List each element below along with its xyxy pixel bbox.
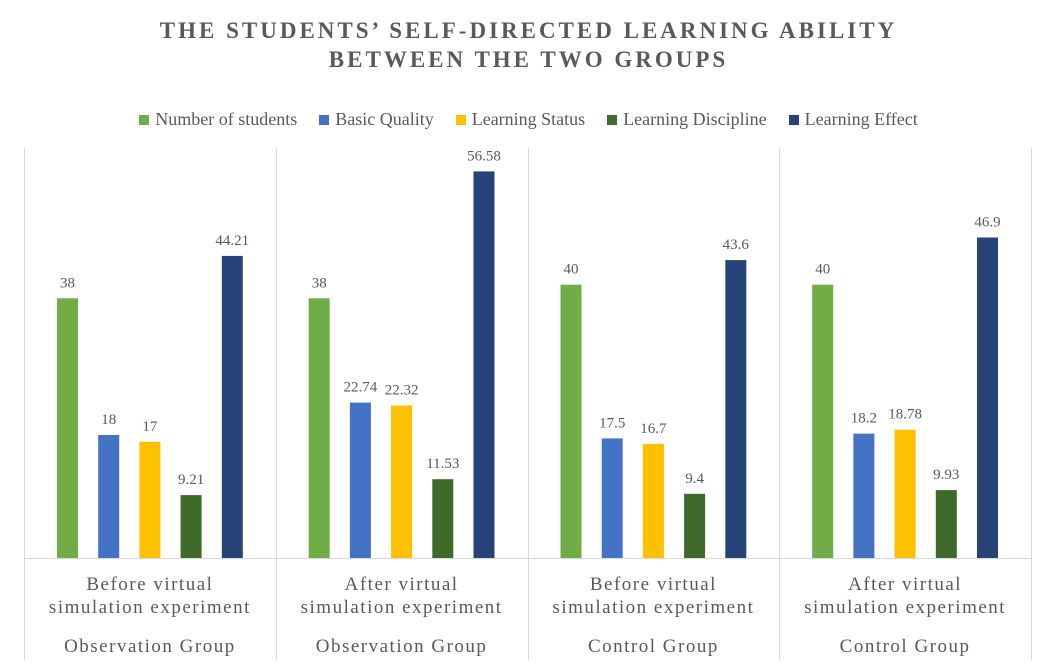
legend-swatch	[319, 114, 330, 125]
legend-swatch	[607, 114, 618, 125]
data-label: 17.5	[599, 415, 625, 431]
legend-label: Basic Quality	[335, 109, 434, 129]
legend-item: Basic Quality	[319, 109, 434, 130]
legend-label: Learning Status	[471, 109, 586, 129]
data-label: 40	[564, 262, 579, 278]
legend-label: Learning Discipline	[623, 109, 767, 129]
bar	[308, 298, 330, 558]
bar	[560, 284, 582, 558]
x-tick-label: simulation experiment	[49, 597, 251, 618]
bar	[853, 433, 875, 558]
chart-title: THE STUDENTS’ SELF-DIRECTED LEARNING ABI…	[0, 16, 1057, 74]
data-label: 22.74	[344, 380, 378, 396]
legend-label: Learning Effect	[804, 109, 918, 129]
x-tick-label: simulation experiment	[804, 597, 1006, 618]
group-label: Observation Group	[64, 636, 236, 657]
legend-item: Learning Status	[455, 109, 586, 130]
data-label: 38	[60, 275, 75, 291]
group-label: Observation Group	[316, 636, 488, 657]
x-tick-label: Before virtual	[590, 574, 717, 595]
bar	[180, 495, 202, 558]
bar	[221, 255, 243, 558]
bar	[432, 479, 454, 558]
legend-label: Number of students	[155, 109, 298, 129]
chart-title-line-1: THE STUDENTS’ SELF-DIRECTED LEARNING ABI…	[159, 18, 898, 43]
bar	[57, 298, 78, 558]
chart-title-line-2: BETWEEN THE TWO GROUPS	[328, 47, 729, 72]
data-label: 18	[101, 412, 116, 428]
x-tick-label: After virtual	[345, 574, 459, 595]
bar	[601, 438, 623, 558]
data-label: 46.9	[974, 215, 1000, 231]
data-label: 56.58	[467, 148, 501, 164]
bar	[139, 441, 161, 558]
data-label: 40	[815, 262, 830, 278]
data-label: 38	[312, 275, 327, 291]
chart-legend: Number of students Basic Quality Learning …	[0, 109, 1057, 130]
bar	[473, 171, 495, 558]
bar	[349, 402, 371, 558]
bar	[642, 443, 664, 558]
legend-item: Learning Effect	[788, 109, 918, 130]
legend-item: Learning Discipline	[607, 109, 767, 130]
bar	[98, 435, 120, 558]
bar	[894, 429, 916, 558]
legend-swatch	[788, 114, 799, 125]
x-tick-label: simulation experiment	[552, 597, 754, 618]
group-label: Control Group	[840, 636, 971, 657]
x-tick-label: Before virtual	[86, 574, 213, 595]
legend-item: Number of students	[139, 109, 297, 130]
bar	[391, 405, 413, 558]
bar	[684, 493, 706, 558]
bar	[935, 490, 957, 558]
data-label: 44.21	[215, 233, 249, 249]
bar	[977, 237, 998, 558]
data-label: 9.4	[685, 471, 704, 487]
group-label: Control Group	[588, 636, 719, 657]
data-label: 43.6	[723, 237, 750, 253]
data-label: 18.78	[888, 407, 922, 423]
data-label: 18.2	[851, 411, 877, 427]
data-label: 16.7	[640, 421, 667, 437]
data-label: 11.53	[426, 456, 459, 472]
legend-swatch	[455, 114, 466, 125]
data-label: 9.93	[933, 467, 959, 483]
x-tick-label: simulation experiment	[301, 597, 503, 618]
data-label: 22.32	[385, 383, 419, 399]
x-tick-label: After virtual	[848, 574, 962, 595]
bar	[812, 284, 834, 558]
data-label: 9.21	[178, 472, 204, 488]
legend-swatch	[139, 114, 150, 125]
bar	[725, 260, 747, 558]
data-label: 17	[142, 419, 158, 435]
